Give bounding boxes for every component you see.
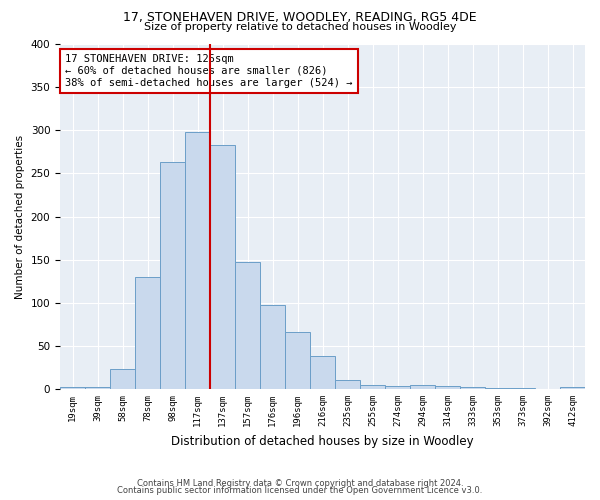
X-axis label: Distribution of detached houses by size in Woodley: Distribution of detached houses by size …: [171, 434, 474, 448]
Bar: [285, 332, 310, 389]
Text: Size of property relative to detached houses in Woodley: Size of property relative to detached ho…: [144, 22, 456, 32]
Bar: [235, 262, 260, 389]
Bar: [110, 369, 135, 389]
Bar: [460, 388, 485, 389]
Bar: [135, 277, 160, 389]
Bar: [260, 304, 285, 389]
Bar: [310, 356, 335, 389]
Bar: [360, 384, 385, 389]
Y-axis label: Number of detached properties: Number of detached properties: [15, 134, 25, 298]
Bar: [485, 388, 510, 389]
Bar: [510, 388, 535, 389]
Bar: [560, 388, 585, 389]
Bar: [335, 380, 360, 389]
Bar: [385, 386, 410, 389]
Bar: [60, 388, 85, 389]
Text: 17, STONEHAVEN DRIVE, WOODLEY, READING, RG5 4DE: 17, STONEHAVEN DRIVE, WOODLEY, READING, …: [123, 11, 477, 24]
Text: 17 STONEHAVEN DRIVE: 125sqm
← 60% of detached houses are smaller (826)
38% of se: 17 STONEHAVEN DRIVE: 125sqm ← 60% of det…: [65, 54, 353, 88]
Text: Contains public sector information licensed under the Open Government Licence v3: Contains public sector information licen…: [118, 486, 482, 495]
Bar: [160, 162, 185, 389]
Text: Contains HM Land Registry data © Crown copyright and database right 2024.: Contains HM Land Registry data © Crown c…: [137, 478, 463, 488]
Bar: [210, 145, 235, 389]
Bar: [410, 384, 435, 389]
Bar: [85, 388, 110, 389]
Bar: [435, 386, 460, 389]
Bar: [185, 132, 210, 389]
